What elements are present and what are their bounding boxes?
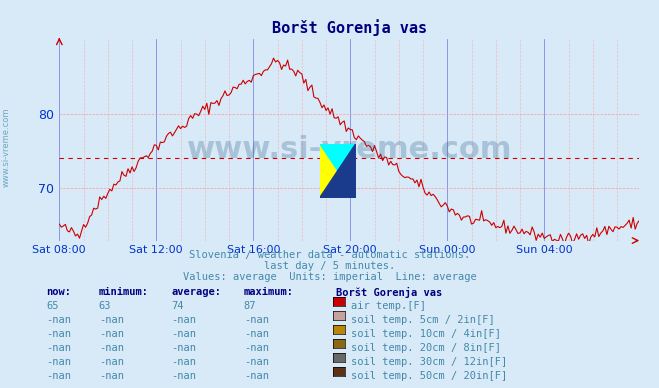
Text: 74: 74 — [171, 301, 184, 311]
Text: 87: 87 — [244, 301, 256, 311]
Text: 63: 63 — [99, 301, 111, 311]
Text: -nan: -nan — [46, 357, 71, 367]
Text: soil temp. 30cm / 12in[F]: soil temp. 30cm / 12in[F] — [351, 357, 507, 367]
Text: www.si-vreme.com: www.si-vreme.com — [2, 108, 11, 187]
Text: -nan: -nan — [171, 329, 196, 339]
Text: Slovenia / weather data - automatic stations.: Slovenia / weather data - automatic stat… — [189, 250, 470, 260]
Text: 65: 65 — [46, 301, 59, 311]
Text: -nan: -nan — [46, 371, 71, 381]
Polygon shape — [338, 144, 356, 198]
Text: soil temp. 5cm / 2in[F]: soil temp. 5cm / 2in[F] — [351, 315, 494, 325]
Text: -nan: -nan — [99, 329, 124, 339]
Text: last day / 5 minutes.: last day / 5 minutes. — [264, 261, 395, 271]
Text: www.si-vreme.com: www.si-vreme.com — [186, 135, 512, 164]
Text: -nan: -nan — [244, 371, 269, 381]
Text: -nan: -nan — [244, 343, 269, 353]
Text: Boršt Gorenja vas: Boršt Gorenja vas — [336, 287, 442, 298]
Text: -nan: -nan — [99, 357, 124, 367]
Text: soil temp. 10cm / 4in[F]: soil temp. 10cm / 4in[F] — [351, 329, 501, 339]
Text: -nan: -nan — [46, 343, 71, 353]
Text: -nan: -nan — [46, 329, 71, 339]
Text: -nan: -nan — [244, 329, 269, 339]
Text: now:: now: — [46, 287, 71, 297]
Text: air temp.[F]: air temp.[F] — [351, 301, 426, 311]
Text: -nan: -nan — [244, 315, 269, 325]
Text: -nan: -nan — [99, 371, 124, 381]
Title: Boršt Gorenja vas: Boršt Gorenja vas — [272, 19, 427, 36]
Text: -nan: -nan — [171, 357, 196, 367]
Text: average:: average: — [171, 287, 221, 297]
Text: -nan: -nan — [171, 343, 196, 353]
Polygon shape — [320, 144, 356, 171]
Text: soil temp. 20cm / 8in[F]: soil temp. 20cm / 8in[F] — [351, 343, 501, 353]
Text: minimum:: minimum: — [99, 287, 149, 297]
Text: -nan: -nan — [99, 315, 124, 325]
Text: -nan: -nan — [46, 315, 71, 325]
Text: soil temp. 50cm / 20in[F]: soil temp. 50cm / 20in[F] — [351, 371, 507, 381]
Text: -nan: -nan — [99, 343, 124, 353]
Text: maximum:: maximum: — [244, 287, 294, 297]
Text: -nan: -nan — [171, 371, 196, 381]
Text: Values: average  Units: imperial  Line: average: Values: average Units: imperial Line: av… — [183, 272, 476, 282]
Polygon shape — [320, 144, 338, 198]
Text: -nan: -nan — [244, 357, 269, 367]
Text: -nan: -nan — [171, 315, 196, 325]
Polygon shape — [320, 171, 356, 198]
